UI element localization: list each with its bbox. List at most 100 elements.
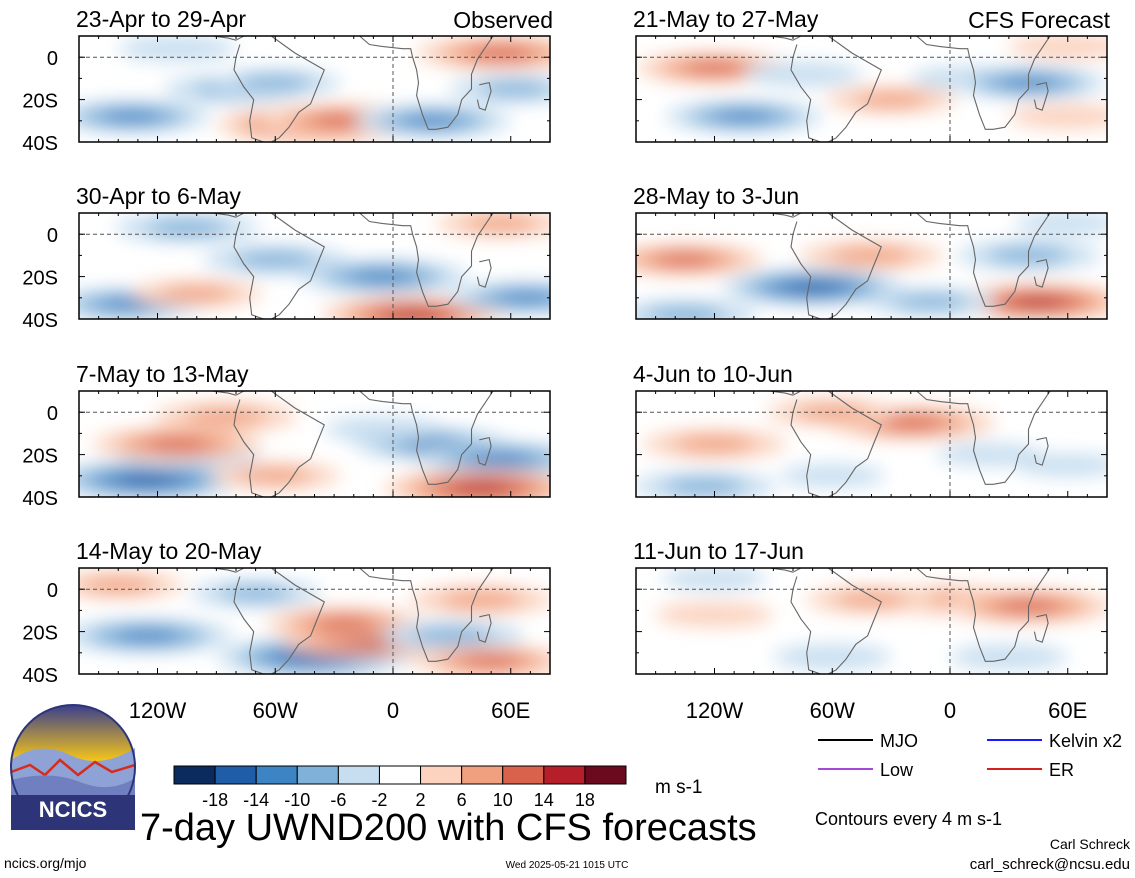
legend-label: ER <box>1049 760 1074 780</box>
colorbar-swatch <box>337 765 380 785</box>
field-shading <box>79 213 550 319</box>
field-shading <box>79 391 550 497</box>
coastline <box>476 258 492 288</box>
anomaly-blob <box>654 253 716 266</box>
x-tick-label: 60W <box>253 698 298 723</box>
anomaly-blob <box>1008 36 1107 59</box>
colorbar-swatch <box>502 765 545 785</box>
field-shading <box>636 391 1107 497</box>
coastline <box>916 213 1051 307</box>
anomaly-blob <box>713 110 775 123</box>
y-tick-label: 20S <box>22 268 58 290</box>
anomaly-blob <box>238 75 313 91</box>
y-tick-label: 20S <box>22 91 58 113</box>
coastline <box>476 81 492 111</box>
anomaly-blob <box>743 61 863 87</box>
colorbar-tick-label: 2 <box>416 790 426 810</box>
panel-period-title: 4-Jun to 10-Jun <box>633 361 793 387</box>
anomaly-blob <box>118 474 178 486</box>
anomaly-blob <box>773 644 892 670</box>
y-tick-label: 0 <box>47 48 58 70</box>
anomaly-blob <box>146 219 228 237</box>
y-tick-label: 40S <box>22 310 58 332</box>
anomaly-blob <box>477 81 550 97</box>
colorbar-tick-label: -10 <box>284 790 310 810</box>
field-shading <box>79 568 550 674</box>
y-tick-label: 0 <box>47 225 58 247</box>
y-tick-label: 40S <box>22 665 58 687</box>
anomaly-blob <box>234 251 316 268</box>
legend-label: Kelvin x2 <box>1049 731 1122 751</box>
panel-period-title: 28-May to 3-Jun <box>633 183 799 209</box>
map-panel: 21-May to 27-May <box>633 6 1108 143</box>
y-tick-label: 40S <box>22 488 58 510</box>
anomaly-blob <box>218 585 293 602</box>
colorbar-tick-label: 18 <box>575 790 595 810</box>
field-shading <box>636 36 1107 142</box>
panel-period-title: 11-Jun to 17-Jun <box>633 538 804 564</box>
coastline <box>233 213 325 319</box>
y-tick-label: 0 <box>47 403 58 425</box>
panel-period-title: 30-Apr to 6-May <box>76 183 241 209</box>
anomaly-blob <box>785 281 841 293</box>
anomaly-blob <box>949 644 1069 670</box>
anomaly-blob <box>893 294 968 310</box>
anomaly-blob <box>349 270 417 284</box>
x-tick-label: 60E <box>491 698 530 723</box>
colorbar-swatch <box>296 765 339 785</box>
coastline <box>916 36 1051 130</box>
observed-label: Observed <box>453 7 553 33</box>
anomaly-blob <box>877 416 945 430</box>
colorbar-swatch <box>543 765 586 785</box>
x-tick-label: 60E <box>1048 698 1087 723</box>
anomaly-blob <box>451 482 511 495</box>
x-tick-label: 0 <box>387 698 399 723</box>
coastline <box>233 36 325 142</box>
anomaly-blob <box>159 285 234 302</box>
coastline <box>233 391 325 497</box>
anomaly-blob <box>143 437 211 451</box>
colorbar-tick-label: -2 <box>371 790 387 810</box>
anomaly-blob <box>495 291 550 304</box>
y-tick-label: 0 <box>47 580 58 602</box>
colorbar-tick-label: 14 <box>534 790 554 810</box>
anomaly-blob <box>385 309 441 319</box>
map-panel: 4-Jun to 10-Jun <box>633 361 1108 498</box>
map-panel: 23-Apr to 29-Apr <box>76 6 551 143</box>
coastline <box>1033 436 1049 466</box>
credit-email: carl_schreck@ncsu.edu <box>970 856 1130 873</box>
x-tick-label: 120W <box>686 698 744 723</box>
colorbar: -18 -14 -10 -6 -2 2 6 10 14 18 <box>173 765 627 810</box>
anomaly-blob <box>655 602 774 627</box>
anomaly-blob <box>411 627 493 645</box>
colorbar-swatch <box>214 765 257 785</box>
colorbar-swatch <box>584 765 627 785</box>
anomaly-blob <box>936 443 1043 466</box>
field-shading <box>79 36 550 142</box>
axis-labels: 0 20S 40S 0 20S 40S 0 20S 40S 0 20S 40S 120W 60W 0 60E 1… <box>22 48 1087 723</box>
anomaly-blob <box>661 568 768 590</box>
anomaly-blob <box>854 92 929 108</box>
colorbar-tick-label: -18 <box>202 790 228 810</box>
anomaly-blob <box>467 452 535 466</box>
panel-period-title: 21-May to 27-May <box>633 6 819 32</box>
anomaly-blob <box>1014 213 1107 235</box>
colorbar-tick-label: 6 <box>457 790 467 810</box>
colorbar-tick-label: -14 <box>243 790 269 810</box>
anomaly-blob <box>663 478 746 495</box>
anomaly-blob <box>1008 104 1107 129</box>
coastline <box>1033 613 1049 643</box>
legend: MJO Kelvin x2 Low ER <box>818 731 1122 780</box>
anomaly-blob <box>779 464 886 487</box>
anomaly-blob <box>101 110 163 123</box>
coastline <box>476 613 492 643</box>
colorbar-tick-label: 10 <box>493 790 513 810</box>
y-tick-label: 40S <box>22 133 58 155</box>
logo-text: NCICS <box>39 797 107 822</box>
anomaly-blob <box>114 629 182 643</box>
map-panel: 7-May to 13-May <box>76 361 551 498</box>
coastline <box>359 213 494 307</box>
anomaly-blob <box>401 114 464 127</box>
map-panel: 28-May to 3-Jun <box>633 183 1108 320</box>
colorbar-swatch <box>420 765 463 785</box>
